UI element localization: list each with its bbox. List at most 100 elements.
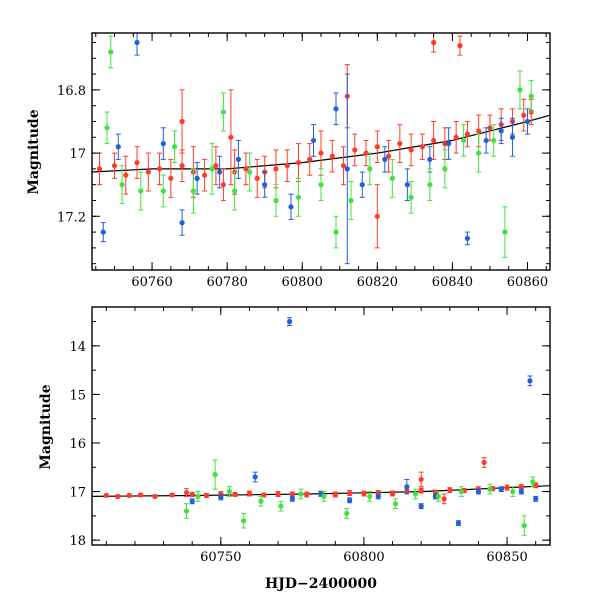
data-point	[138, 188, 144, 194]
data-point	[123, 172, 129, 178]
data-point	[232, 188, 238, 194]
data-point	[431, 39, 437, 46]
data-point	[455, 520, 461, 526]
data-point	[487, 486, 493, 492]
data-point	[310, 137, 317, 144]
x-tick-label: 60840	[432, 275, 473, 290]
data-point	[179, 220, 185, 226]
data-point	[96, 166, 103, 172]
data-point	[209, 166, 215, 172]
data-point	[442, 141, 448, 147]
data-point	[483, 137, 489, 144]
data-point	[530, 479, 536, 485]
x-tick-label: 60760	[131, 275, 172, 290]
data-point	[226, 488, 232, 495]
data-point	[289, 491, 295, 497]
data-point	[453, 134, 459, 140]
x-tick-label: 60750	[200, 550, 241, 565]
data-point	[246, 490, 253, 497]
data-point	[275, 491, 281, 497]
data-point	[475, 488, 482, 495]
data-point	[273, 197, 279, 204]
data-point	[138, 492, 144, 498]
data-point	[517, 87, 523, 93]
data-point	[344, 166, 350, 172]
data-point	[156, 166, 163, 172]
data-point	[464, 131, 471, 137]
data-point	[189, 498, 195, 504]
data-point	[491, 137, 497, 144]
data-point	[427, 182, 433, 188]
y-tick-label: 14	[69, 340, 86, 355]
data-point	[100, 229, 106, 235]
data-point	[217, 169, 223, 175]
data-point	[464, 235, 471, 241]
data-point	[278, 503, 284, 509]
data-point	[344, 510, 350, 517]
y-tick-label: 15	[69, 388, 86, 403]
data-point	[418, 476, 424, 483]
data-point	[476, 128, 482, 134]
data-point	[218, 494, 224, 500]
data-point	[134, 39, 140, 46]
data-point	[461, 137, 467, 144]
data-point	[288, 204, 294, 210]
data-point	[458, 488, 464, 495]
data-point	[321, 493, 327, 500]
data-point	[183, 489, 190, 496]
data-point	[179, 163, 185, 169]
data-point	[359, 182, 365, 188]
data-point	[481, 459, 487, 466]
x-tick-label: 60800	[282, 275, 323, 290]
data-point	[347, 490, 353, 496]
data-point	[258, 498, 264, 504]
data-point	[518, 484, 524, 490]
data-point	[160, 141, 166, 147]
y-tick-label: 17	[69, 486, 86, 501]
x-tick-label: 60800	[343, 550, 384, 565]
data-point	[382, 156, 388, 162]
y-tick-label: 17	[69, 147, 86, 162]
data-point	[298, 491, 304, 497]
bottom-axes-frame	[91, 306, 551, 546]
data-point	[418, 488, 424, 494]
data-point	[348, 197, 354, 204]
data-point	[220, 109, 226, 115]
data-point	[252, 474, 258, 480]
data-point	[232, 491, 238, 498]
x-tick-label: 60850	[486, 550, 527, 565]
data-point	[442, 166, 448, 172]
data-point	[498, 128, 504, 134]
y-tick-label: 17.2	[57, 210, 86, 225]
top-y-axis-label: Magnitude	[26, 109, 42, 194]
data-point	[367, 493, 373, 500]
data-point	[509, 134, 516, 140]
data-point	[363, 150, 369, 156]
data-point	[289, 496, 295, 502]
data-point	[284, 163, 290, 169]
y-tick-label: 16	[69, 437, 86, 452]
data-point	[332, 491, 338, 498]
data-point	[152, 493, 158, 500]
y-tick-label: 18	[69, 534, 86, 549]
data-point	[408, 194, 414, 200]
data-point	[367, 166, 373, 172]
data-point	[408, 147, 414, 153]
data-point	[307, 156, 313, 162]
data-point	[533, 496, 539, 502]
bottom-x-axis-label: HJD−2400000	[265, 576, 377, 592]
data-point	[389, 490, 396, 497]
data-point	[412, 491, 419, 497]
data-point	[397, 141, 403, 147]
data-point	[476, 150, 482, 156]
data-point	[213, 163, 219, 169]
top-ticks: 60760 60780 60800 60820 60840 60860 16.8 17 17.2	[57, 33, 550, 290]
data-point	[145, 169, 151, 175]
data-point	[169, 492, 175, 498]
data-point	[228, 134, 234, 140]
data-point	[392, 501, 399, 507]
data-point	[171, 144, 178, 150]
data-point	[361, 490, 367, 497]
data-point	[404, 182, 410, 188]
data-point	[243, 166, 249, 172]
